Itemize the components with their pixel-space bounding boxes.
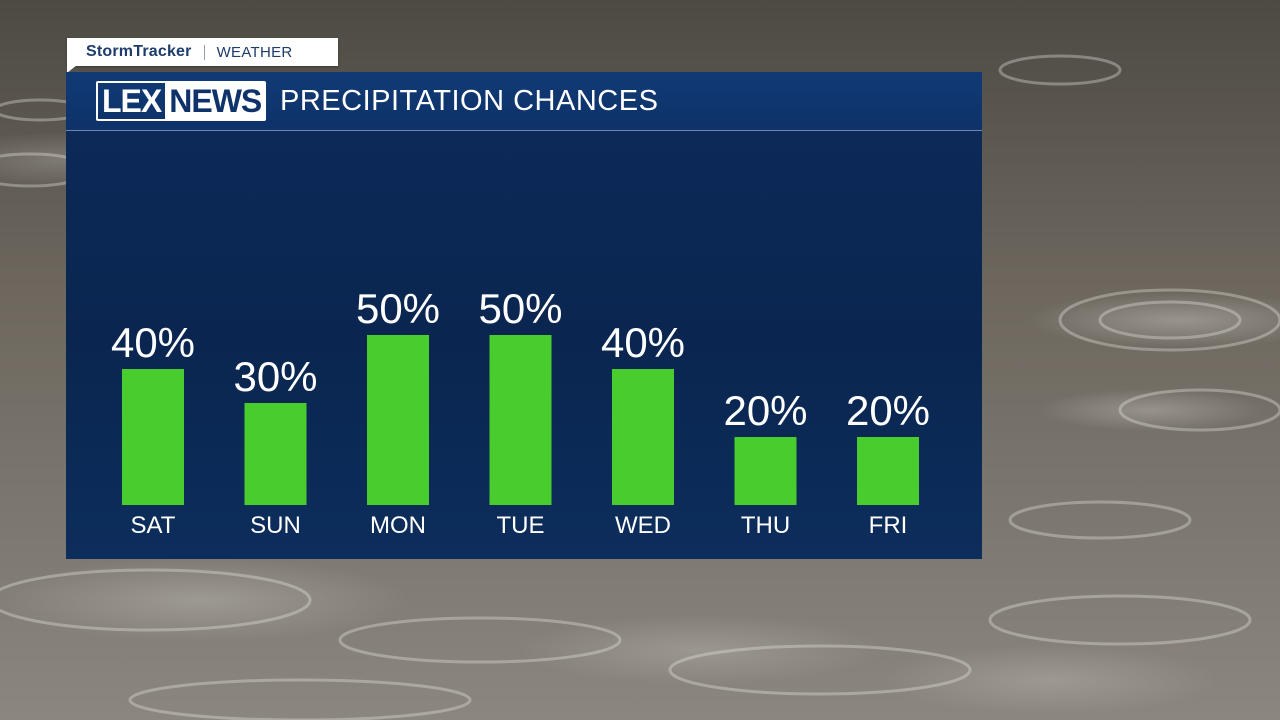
bar-tue [489, 335, 552, 505]
day-label-tue: TUE [497, 512, 545, 539]
value-label-tue: 50% [478, 285, 562, 332]
value-label-thu: 20% [723, 387, 807, 434]
day-label-sat: SAT [131, 512, 176, 539]
station-logo-news: NEWS [165, 83, 264, 119]
panel-title: PRECIPITATION CHANCES [280, 84, 659, 117]
brand-divider [203, 44, 205, 60]
station-logo-lex: LEX [102, 83, 162, 119]
stormtracker-brand-tag: StormTracker WEATHER [67, 38, 338, 73]
bar-thu [734, 437, 797, 505]
forecast-panel: LEX NEWS PRECIPITATION CHANCES 40% SAT 30%… [66, 72, 982, 559]
day-label-wed: WED [615, 512, 671, 539]
bar-sun [244, 403, 307, 505]
brand-name: StormTracker [86, 43, 192, 60]
panel-header: LEX NEWS PRECIPITATION CHANCES [66, 72, 982, 131]
bar-sat [122, 369, 184, 505]
bar-fri [857, 437, 919, 505]
day-label-fri: FRI [869, 512, 908, 539]
precipitation-bar-chart: 40% SAT 30% SUN 50% MON 50% TUE 40% WED 20% THU 20% F… [111, 285, 930, 539]
day-label-thu: THU [741, 512, 790, 539]
value-label-fri: 20% [846, 387, 930, 434]
day-label-sun: SUN [250, 512, 301, 539]
value-label-mon: 50% [356, 285, 440, 332]
day-label-mon: MON [370, 512, 426, 539]
value-label-wed: 40% [601, 319, 685, 366]
brand-section: WEATHER [216, 43, 293, 61]
station-logo: LEX NEWS [96, 81, 266, 121]
value-label-sat: 40% [111, 319, 195, 366]
value-label-sun: 30% [233, 353, 317, 400]
bar-wed [612, 369, 674, 505]
bar-mon [367, 335, 429, 505]
brand-tag-tail [67, 65, 77, 73]
